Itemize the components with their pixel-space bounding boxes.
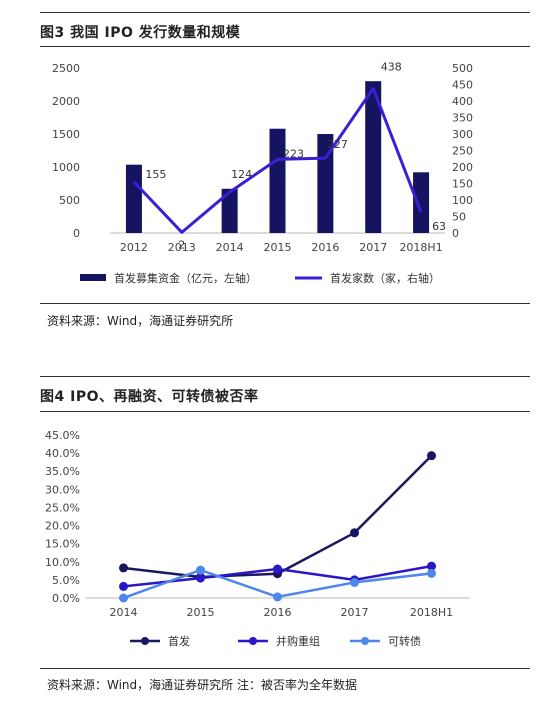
bar xyxy=(365,81,382,233)
x-tick-label: 2017 xyxy=(359,241,387,254)
fig4-top-rule xyxy=(40,376,530,377)
data-label: 227 xyxy=(327,138,348,151)
y-tick-label: 30.0% xyxy=(45,483,80,496)
legend-label: 首发家数（家，右轴） xyxy=(330,271,440,285)
y-tick-label: 10.0% xyxy=(45,556,80,569)
fig3-source: 资料来源：Wind，海通证券研究所 xyxy=(47,314,234,328)
right-axis-tick-label: 200 xyxy=(452,161,473,174)
series-point xyxy=(119,581,128,591)
x-tick-label: 2015 xyxy=(187,606,215,619)
legend-swatch-marker xyxy=(249,637,257,645)
x-tick-label: 2018H1 xyxy=(410,606,453,619)
bar xyxy=(125,164,142,233)
series-point xyxy=(350,577,359,587)
fig3-chart: 0500100015002000250005010015020025030035… xyxy=(52,60,473,285)
left-axis-tick-label: 2000 xyxy=(52,95,80,108)
data-label: 155 xyxy=(145,168,166,181)
right-axis-tick-label: 450 xyxy=(452,79,473,92)
data-label: 2 xyxy=(178,238,185,251)
legend-label: 并购重组 xyxy=(276,634,320,648)
data-label: 223 xyxy=(283,147,304,160)
y-tick-label: 25.0% xyxy=(45,501,80,514)
series-point xyxy=(427,561,436,571)
data-label: 63 xyxy=(432,220,446,233)
data-label: 438 xyxy=(381,60,402,73)
right-axis-tick-label: 500 xyxy=(452,62,473,75)
left-axis-tick-label: 500 xyxy=(59,194,80,207)
fig4-chart: 0.0% 5.0% 10.0% 15.0% 20.0% 25.0% 30.0% 35.0% 40… xyxy=(45,429,470,648)
fig3-top-rule xyxy=(40,12,530,13)
series-point xyxy=(273,564,282,574)
series-point xyxy=(350,528,359,538)
x-tick-label: 2017 xyxy=(341,606,369,619)
fig4-source: 资料来源：Wind，海通证券研究所 注：被否率为全年数据 xyxy=(47,678,357,692)
right-axis-tick-label: 250 xyxy=(452,145,473,158)
left-axis-tick-label: 1000 xyxy=(52,161,80,174)
x-tick-label: 2016 xyxy=(311,241,339,254)
legend-swatch-marker xyxy=(361,637,369,645)
series-point xyxy=(273,592,282,602)
right-axis-tick-label: 0 xyxy=(452,227,459,240)
y-tick-label: 15.0% xyxy=(45,538,80,551)
left-axis-tick-label: 0 xyxy=(73,227,80,240)
fig4-title-rule xyxy=(40,411,530,412)
series-point xyxy=(196,565,205,575)
right-axis-tick-label: 150 xyxy=(452,178,473,191)
y-tick-label: 5.0% xyxy=(52,574,80,587)
left-axis-tick-label: 1500 xyxy=(52,128,80,141)
left-axis-tick-label: 2500 xyxy=(52,62,80,75)
series-point xyxy=(427,451,436,461)
legend-label: 首发 xyxy=(168,634,190,648)
fig3-title: 图3 我国 IPO 发行数量和规模 xyxy=(40,25,241,41)
legend-swatch-marker xyxy=(141,637,149,645)
fig4-title: 图4 IPO、再融资、可转债被否率 xyxy=(40,389,259,405)
bar xyxy=(413,172,430,233)
data-label: 124 xyxy=(231,168,252,181)
y-tick-label: 35.0% xyxy=(45,465,80,478)
x-tick-label: 2016 xyxy=(264,606,292,619)
series-line xyxy=(132,86,423,234)
bar xyxy=(221,188,238,233)
x-tick-label: 2013 xyxy=(168,241,196,254)
legend-label: 可转债 xyxy=(388,634,421,648)
series-point xyxy=(119,593,128,603)
bar xyxy=(269,128,286,233)
y-tick-label: 0.0% xyxy=(52,592,80,605)
x-tick-label: 2018H1 xyxy=(399,241,442,254)
y-tick-label: 20.0% xyxy=(45,520,80,533)
fig3-bottom-rule xyxy=(40,303,530,304)
y-tick-label: 45.0% xyxy=(45,429,80,442)
x-tick-label: 2014 xyxy=(216,241,244,254)
series-point xyxy=(427,568,436,578)
series-point xyxy=(119,563,128,573)
x-tick-label: 2015 xyxy=(264,241,292,254)
x-tick-label: 2012 xyxy=(120,241,148,254)
right-axis-tick-label: 50 xyxy=(452,211,466,224)
right-axis-tick-label: 300 xyxy=(452,128,473,141)
right-axis-tick-label: 350 xyxy=(452,112,473,125)
fig3-title-rule xyxy=(40,46,530,47)
series-point xyxy=(196,573,205,583)
right-axis-tick-label: 400 xyxy=(452,95,473,108)
legend-label: 首发募集资金（亿元，左轴） xyxy=(114,271,257,285)
right-axis-tick-label: 100 xyxy=(452,194,473,207)
fig4-bottom-rule xyxy=(40,668,530,669)
y-tick-label: 40.0% xyxy=(45,447,80,460)
legend-swatch-bar xyxy=(80,274,106,281)
x-tick-label: 2014 xyxy=(110,606,138,619)
series-line xyxy=(123,454,433,579)
